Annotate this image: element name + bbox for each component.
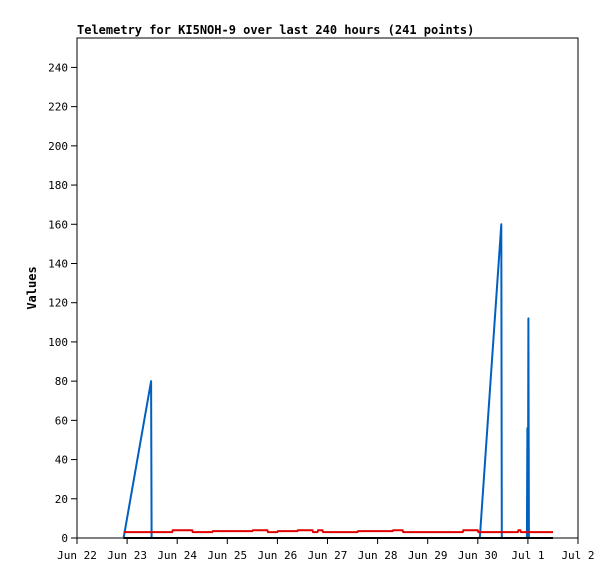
x-tick-label: Jun 25 — [207, 549, 247, 562]
x-tick-label: Jul 2 — [561, 549, 594, 562]
series-layer — [122, 223, 553, 539]
y-tick-label: 200 — [48, 140, 68, 153]
x-tick-label: Jun 29 — [408, 549, 448, 562]
y-tick-label: 100 — [48, 336, 68, 349]
y-tick-label: 140 — [48, 257, 68, 270]
y-axis-label: Values — [25, 266, 39, 309]
x-tick-label: Jun 22 — [57, 549, 97, 562]
y-tick-label: 180 — [48, 179, 68, 192]
y-axis: 0 20 40 60 80 100 120 140 160 180 200 220 240 — [48, 61, 77, 545]
chart-title: Telemetry for KI5NOH-9 over last 240 hou… — [77, 23, 474, 37]
y-tick-label: 0 — [61, 532, 68, 545]
x-tick-label: Jun 30 — [458, 549, 498, 562]
x-tick-label: Jul 1 — [511, 549, 544, 562]
x-axis: Jun 22 Jun 23 Jun 24 Jun 25 Jun 26 Jun 27 Jun … — [57, 538, 595, 562]
y-tick-label: 240 — [48, 61, 68, 74]
y-tick-label: 40 — [55, 454, 68, 467]
x-tick-label: Jun 26 — [258, 549, 298, 562]
y-tick-label: 160 — [48, 218, 68, 231]
y-tick-label: 220 — [48, 101, 68, 114]
series-line-2 — [123, 529, 553, 534]
y-tick-label: 120 — [48, 297, 68, 310]
x-tick-label: Jun 28 — [358, 549, 398, 562]
x-tick-label: Jun 24 — [157, 549, 197, 562]
x-tick-label: Jun 23 — [107, 549, 147, 562]
y-tick-label: 80 — [55, 375, 68, 388]
series-line-1 — [122, 223, 553, 539]
x-tick-label: Jun 27 — [308, 549, 348, 562]
y-tick-label: 20 — [55, 493, 68, 506]
y-tick-label: 60 — [55, 414, 68, 427]
